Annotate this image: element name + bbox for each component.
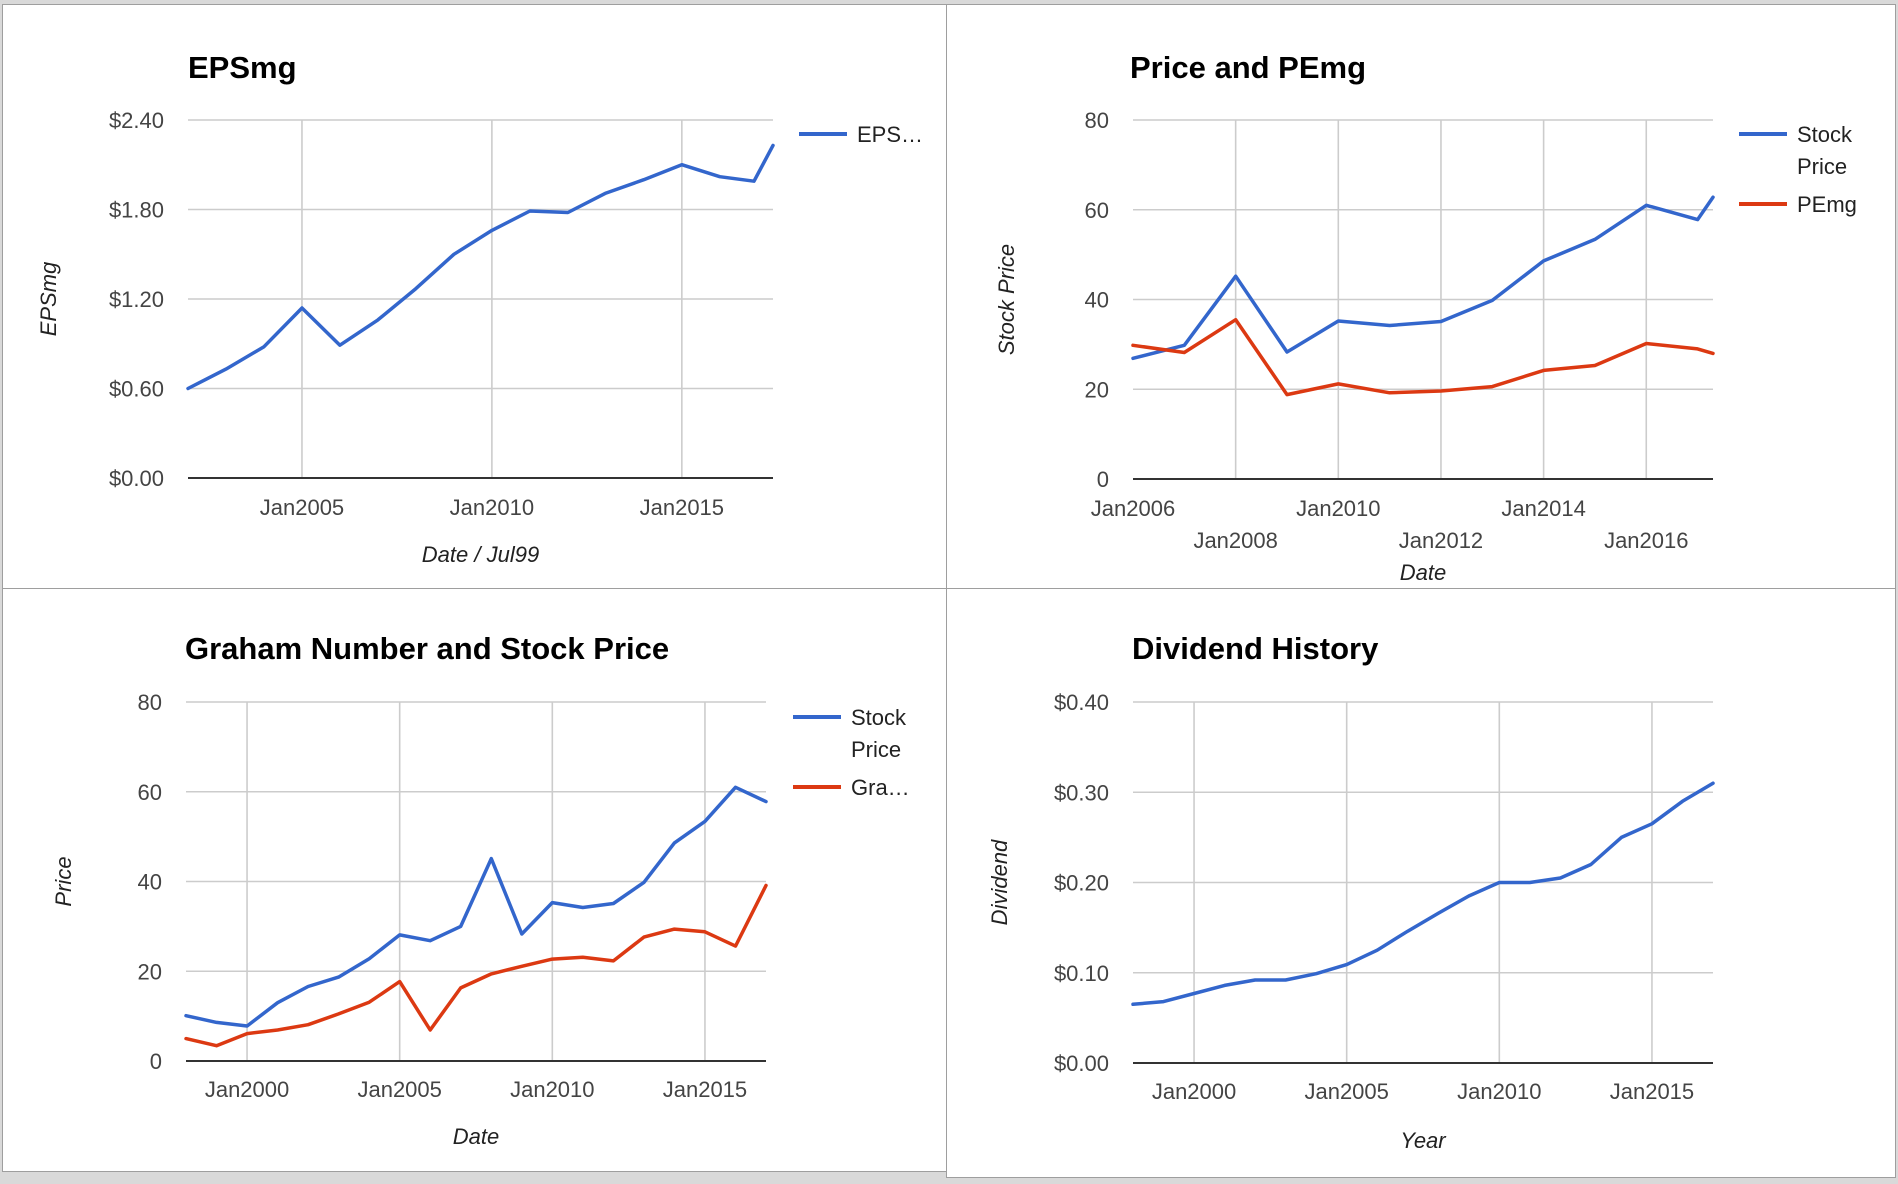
chart-2-ytick-label: 60 <box>138 780 162 805</box>
chart-2-ytick-label: 40 <box>138 870 162 895</box>
chart-3-ytick-label: $0.00 <box>1054 1051 1109 1076</box>
chart-0-xtick-label: Jan2010 <box>450 495 534 520</box>
panel-epsmg: EPSmg $0.00 $0.60 $1.20 $1.80 $2.40 Jan2005 Jan… <box>2 4 948 590</box>
chart-dividend: Dividend History $0.00 $0.10 $0.20 $0.30 $0.4… <box>987 631 1715 1153</box>
chart-1-xtick-label: Jan2014 <box>1501 496 1585 521</box>
chart-1-xtick-label: Jan2012 <box>1399 528 1483 553</box>
chart-0-legend-label-line: EPS… <box>857 122 923 147</box>
chart-2-xtick-label: Jan2015 <box>663 1077 747 1102</box>
chart-2-legend-label-line: Gra… <box>851 775 910 800</box>
chart-2-series-1-line <box>184 883 768 1048</box>
chart-1-xlabel: Date <box>1400 560 1446 585</box>
chart-2-legend-label-0: Stock Price <box>851 705 907 762</box>
chart-2-series-0-line <box>184 785 768 1028</box>
chart-2-ytick-label: 80 <box>138 690 162 715</box>
chart-0-ytick-label: $2.40 <box>109 108 164 133</box>
chart-2-title: Graham Number and Stock Price <box>185 631 669 666</box>
chart-0-ytick-label: $1.20 <box>109 287 164 312</box>
chart-1-xtick-label: Jan2016 <box>1604 528 1688 553</box>
chart-1-ytick-label: 80 <box>1085 108 1109 133</box>
chart-2-ytick-label: 20 <box>138 959 162 984</box>
panel-price-pemg: Price and PEmg 0 20 40 60 80 Jan2006 Jan2008 Jan… <box>946 4 1896 590</box>
chart-1-ytick-label: 60 <box>1085 198 1109 223</box>
chart-3-xtick-label: Jan2000 <box>1152 1079 1236 1104</box>
chart-price-pemg: Price and PEmg 0 20 40 60 80 Jan2006 Jan2008 Jan… <box>994 50 1857 585</box>
chart-0-xtick-label: Jan2005 <box>260 495 344 520</box>
chart-0-series-0-line <box>186 143 775 391</box>
chart-1-xtick-label: Jan2008 <box>1193 528 1277 553</box>
chart-1-legend-label-line: PEmg <box>1797 192 1857 217</box>
chart-graham: Graham Number and Stock Price 0 20 40 60 80 Ja… <box>51 631 910 1149</box>
chart-1-legend-label-1: PEmg <box>1797 192 1857 217</box>
chart-1-legend-label-line: Stock <box>1797 122 1853 147</box>
chart-0-xlabel: Date / Jul99 <box>422 542 539 567</box>
chart-1-xtick-label: Jan2006 <box>1091 496 1175 521</box>
chart-3-xtick-label: Jan2010 <box>1457 1079 1541 1104</box>
chart-3-title: Dividend History <box>1132 631 1379 666</box>
chart-2-xlabel: Date <box>453 1124 499 1149</box>
panel-dividend: Dividend History $0.00 $0.10 $0.20 $0.30 $0.4… <box>946 588 1896 1178</box>
chart-0-title: EPSmg <box>188 50 297 85</box>
chart-3-xtick-label: Jan2005 <box>1304 1079 1388 1104</box>
chart-2-legend-label-1: Gra… <box>851 775 910 800</box>
chart-1-ytick-label: 40 <box>1085 288 1109 313</box>
chart-1-legend-label-line: Price <box>1797 154 1847 179</box>
chart-3-ytick-label: $0.40 <box>1054 690 1109 715</box>
chart-1-series-1-line <box>1131 317 1715 397</box>
chart-1-xtick-label: Jan2010 <box>1296 496 1380 521</box>
chart-1-ytick-label: 0 <box>1097 467 1109 492</box>
chart-0-ytick-label: $1.80 <box>109 198 164 223</box>
chart-3-xlabel: Year <box>1400 1128 1447 1153</box>
chart-2-ylabel: Price <box>51 856 76 906</box>
chart-2-ytick-label: 0 <box>150 1049 162 1074</box>
chart-2-xtick-label: Jan2005 <box>357 1077 441 1102</box>
chart-2-xtick-label: Jan2010 <box>510 1077 594 1102</box>
chart-2-legend-label-line: Stock <box>851 705 907 730</box>
chart-epsmg: EPSmg $0.00 $0.60 $1.20 $1.80 $2.40 Jan2005 Jan… <box>36 50 923 567</box>
chart-3-series-0-line <box>1131 781 1715 1007</box>
chart-0-ylabel: EPSmg <box>36 261 61 336</box>
chart-3-ytick-label: $0.30 <box>1054 780 1109 805</box>
chart-2-xtick-label: Jan2000 <box>205 1077 289 1102</box>
chart-3-xtick-label: Jan2015 <box>1610 1079 1694 1104</box>
chart-2-legend-label-line: Price <box>851 737 901 762</box>
panel-graham: Graham Number and Stock Price 0 20 40 60 80 Ja… <box>2 588 948 1172</box>
chart-1-series-0-line <box>1131 195 1715 361</box>
chart-3-ytick-label: $0.20 <box>1054 871 1109 896</box>
chart-1-legend-label-0: Stock Price <box>1797 122 1853 179</box>
chart-3-ytick-label: $0.10 <box>1054 961 1109 986</box>
chart-0-xtick-label: Jan2015 <box>640 495 724 520</box>
chart-1-ylabel: Stock Price <box>994 244 1019 355</box>
chart-1-ytick-label: 20 <box>1085 377 1109 402</box>
chart-0-ytick-label: $0.00 <box>109 466 164 491</box>
chart-3-ylabel: Dividend <box>987 839 1012 925</box>
chart-0-ytick-label: $0.60 <box>109 377 164 402</box>
chart-0-legend-label-0: EPS… <box>857 122 923 147</box>
chart-1-title: Price and PEmg <box>1130 50 1366 85</box>
